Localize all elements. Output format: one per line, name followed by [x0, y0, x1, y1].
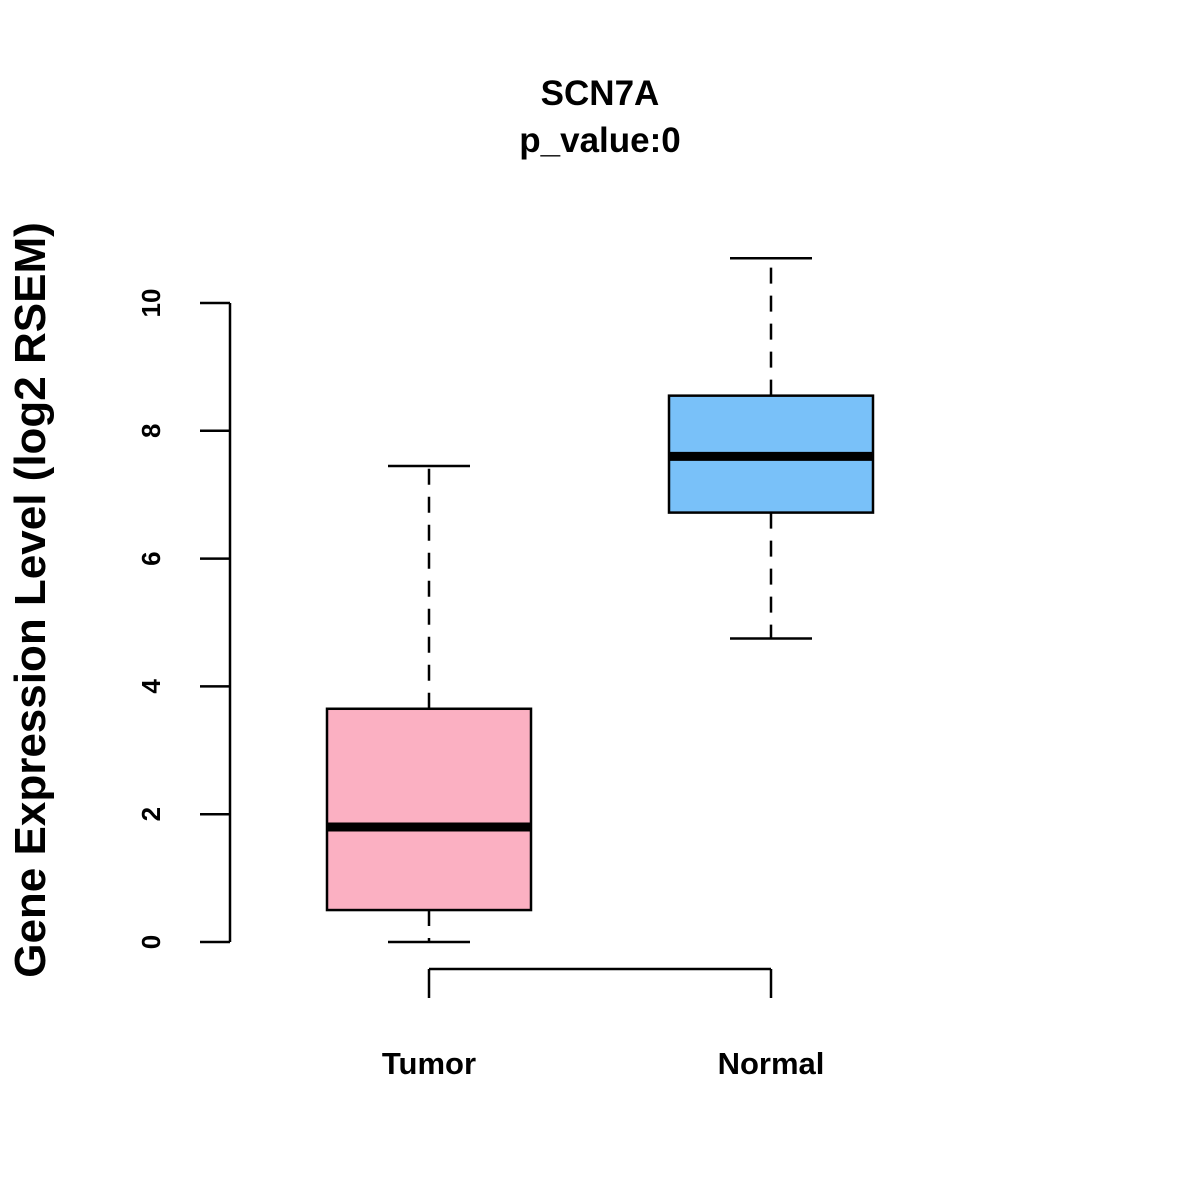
y-tick-label: 4 — [136, 679, 166, 694]
boxes-group — [325, 257, 875, 944]
y-axis: 0 2 4 6 8 10 — [136, 289, 232, 949]
y-tick-label: 8 — [136, 424, 166, 438]
y-tick-label: 0 — [136, 935, 166, 949]
x-axis: Tumor Normal — [382, 967, 825, 1081]
y-tick-label: 10 — [136, 289, 166, 318]
iqr-box — [325, 707, 533, 912]
box-tumor — [325, 464, 533, 944]
box-normal — [667, 257, 875, 640]
chart-subtitle: p_value:0 — [519, 121, 680, 160]
y-axis-label: Gene Expression Level (log2 RSEM) — [6, 222, 55, 978]
chart-title: SCN7A — [541, 74, 660, 113]
y-tick-label: 6 — [136, 551, 166, 565]
x-tick-label-tumor: Tumor — [382, 1046, 476, 1081]
x-tick-label-normal: Normal — [718, 1046, 825, 1081]
y-tick-label: 2 — [136, 807, 166, 821]
